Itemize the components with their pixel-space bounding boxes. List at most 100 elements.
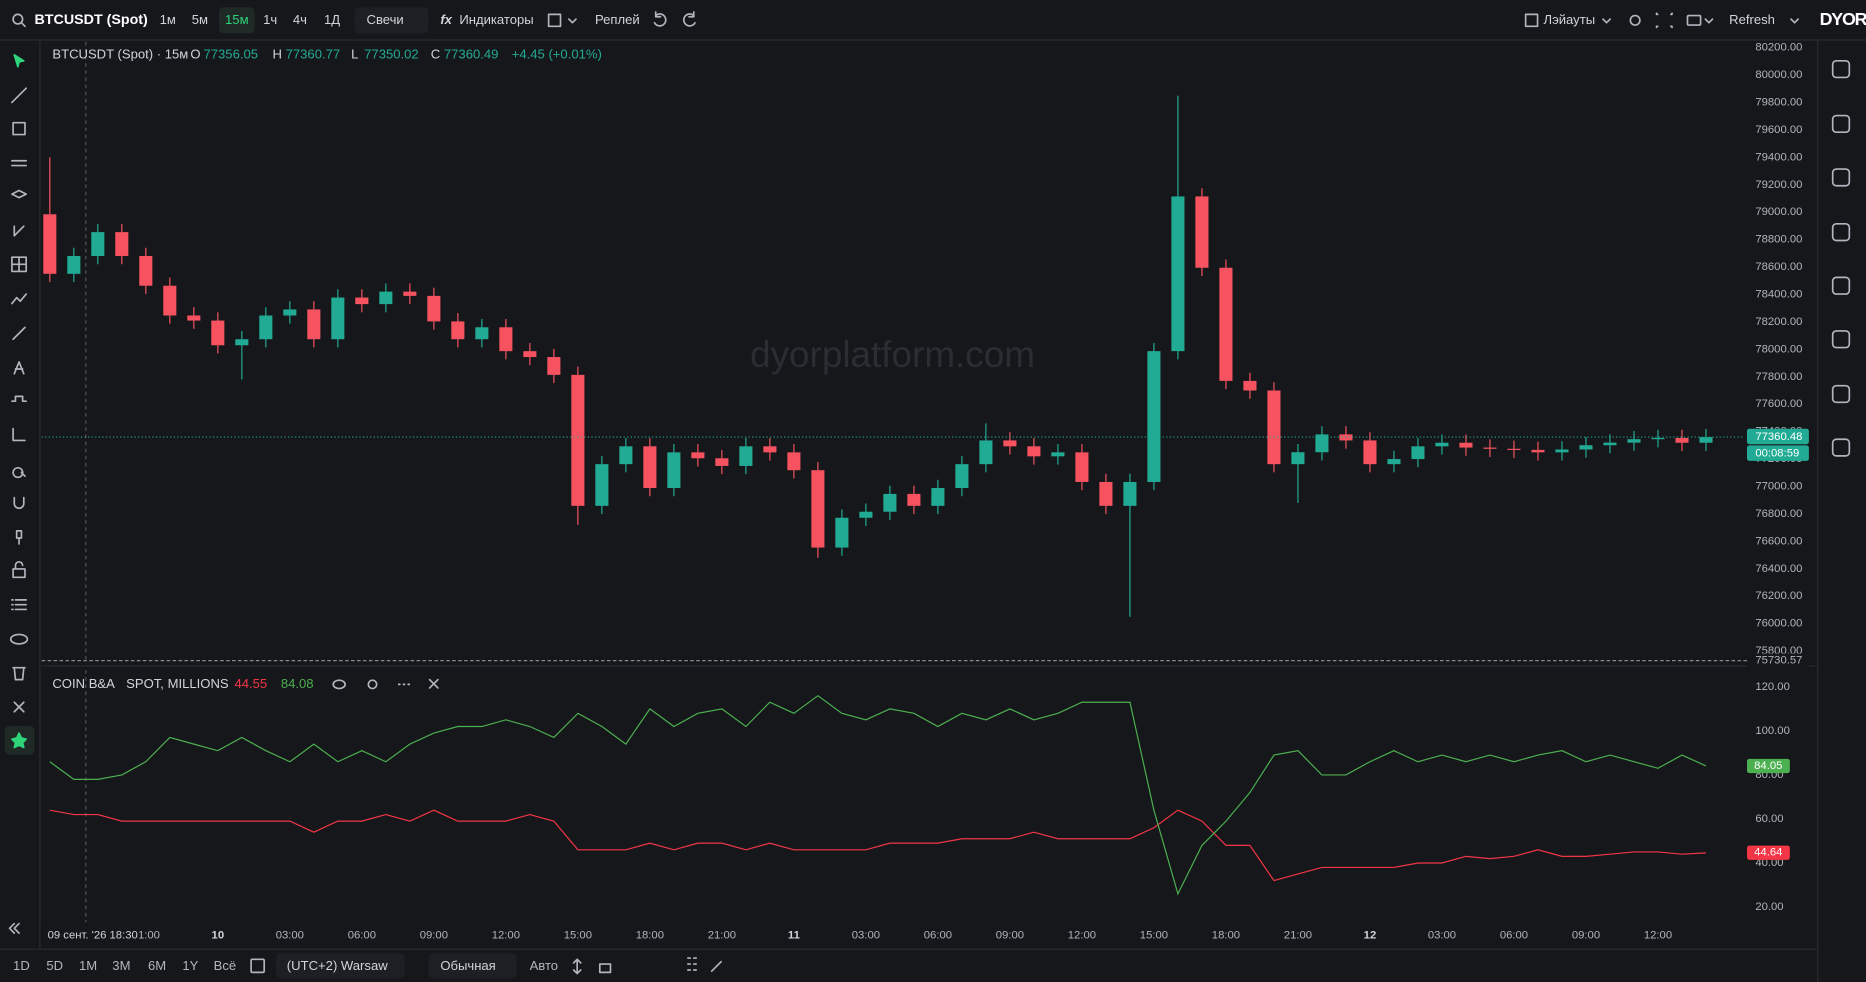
candle-body: [883, 493, 897, 512]
sidebar-icon[interactable]: [1831, 168, 1851, 187]
candle-body: [1459, 442, 1473, 448]
tool-icon[interactable]: [13, 225, 25, 237]
tool-icon[interactable]: [12, 326, 26, 341]
x-tick-label: 15:00: [1140, 929, 1168, 941]
x-tick-label: 21:00: [708, 929, 736, 941]
x-tick-label: 03:00: [276, 929, 304, 941]
candle-body: [1435, 442, 1449, 447]
candle-body: [1171, 196, 1185, 352]
range-button[interactable]: 1M: [79, 958, 97, 973]
tool-icon[interactable]: [11, 293, 28, 305]
timeframe[interactable]: 15м: [225, 12, 249, 27]
timeframe[interactable]: 1Д: [324, 12, 340, 27]
tool-icon[interactable]: [15, 530, 23, 545]
drag-icon[interactable]: [687, 957, 698, 971]
candle-body: [67, 255, 81, 274]
candle-body: [1123, 481, 1137, 506]
layouts-button[interactable]: Лэйауты: [1543, 12, 1595, 27]
dropdown-icon: [1704, 18, 1714, 24]
tool-icon[interactable]: [11, 256, 28, 273]
sidebar-icon[interactable]: [1831, 330, 1851, 349]
logo[interactable]: DYOR: [1820, 9, 1866, 29]
range-button[interactable]: Всё: [214, 958, 237, 973]
timezone-box[interactable]: [276, 953, 405, 979]
candle-body: [1675, 437, 1689, 443]
x-tick-label: 12:00: [492, 929, 520, 941]
ohlc-key: L: [351, 46, 358, 61]
layout-icon[interactable]: [547, 13, 562, 28]
calendar-icon[interactable]: [250, 958, 266, 974]
candle-body: [139, 255, 153, 286]
sidebar-icon[interactable]: [1831, 223, 1851, 242]
candle-body: [1507, 448, 1521, 450]
tool-icon[interactable]: [13, 496, 25, 510]
timeframe-active: [218, 7, 255, 34]
candle-body: [931, 488, 945, 506]
sidebar-icon[interactable]: [1831, 59, 1851, 79]
timeframe[interactable]: 4ч: [293, 12, 307, 27]
tool-icon[interactable]: [12, 666, 26, 681]
tool-icon[interactable]: [12, 427, 26, 442]
settings-icon[interactable]: [1629, 14, 1641, 26]
layouts-icon: [1524, 13, 1539, 28]
tool-icon[interactable]: [9, 633, 29, 645]
range-button[interactable]: 1Y: [182, 958, 198, 973]
sidebar-icon[interactable]: [1831, 114, 1851, 134]
y-tick-label: 76200.00: [1755, 590, 1802, 602]
range-button[interactable]: 1D: [13, 958, 30, 973]
scale-icon[interactable]: [572, 958, 582, 975]
candle-body: [571, 374, 585, 506]
range-button[interactable]: 3M: [112, 958, 130, 973]
sidebar-icon[interactable]: [1831, 438, 1851, 457]
timezone[interactable]: (UTC+2) Warsaw: [287, 958, 388, 973]
candle-body: [115, 232, 129, 256]
tool-icon[interactable]: [12, 560, 26, 579]
indicators-button[interactable]: Индикаторы: [459, 12, 533, 27]
candle-body: [1099, 481, 1113, 506]
tool-icon[interactable]: [11, 159, 28, 167]
tool-icon[interactable]: [13, 701, 25, 713]
search-icon[interactable]: [12, 13, 24, 25]
style-button[interactable]: [354, 7, 429, 34]
sidebar-icon[interactable]: [1831, 384, 1851, 404]
tool-icon[interactable]: [11, 87, 28, 104]
redo-icon[interactable]: [682, 11, 696, 27]
range-button[interactable]: 5D: [46, 958, 63, 973]
x-tick-label: 03:00: [852, 929, 880, 941]
scale-mode[interactable]: Обычная: [440, 958, 495, 973]
ohlc-value: 77350.02: [364, 46, 419, 61]
chart-style[interactable]: Свечи: [367, 12, 404, 27]
tool-icon[interactable]: [13, 54, 25, 68]
symbol[interactable]: BTCUSDT (Spot): [35, 12, 149, 28]
timeframe[interactable]: 1м: [160, 12, 176, 27]
settings-icon[interactable]: [367, 679, 378, 690]
replay-button[interactable]: Реплей: [595, 12, 640, 27]
auto-scale[interactable]: Авто: [530, 958, 559, 973]
timeframe[interactable]: 1ч: [263, 12, 277, 27]
tool-icon[interactable]: [11, 732, 28, 749]
indicator-subtitle: SPOT, MILLIONS: [126, 676, 229, 691]
tool-icon[interactable]: [11, 395, 28, 402]
tool-icon[interactable]: [11, 189, 28, 199]
tool-icon[interactable]: [12, 466, 26, 479]
collapse-icon[interactable]: [8, 922, 20, 934]
close-icon[interactable]: [428, 678, 439, 689]
tool-icon[interactable]: [12, 121, 26, 136]
eye-icon[interactable]: [332, 679, 346, 690]
lock-icon[interactable]: [598, 963, 612, 974]
tool-icon[interactable]: [11, 599, 28, 611]
last-price-label: 77360.48: [1755, 431, 1802, 443]
y-tick-label: 77600.00: [1755, 398, 1802, 410]
ohlc-key: O: [190, 46, 200, 61]
fullscreen-icon[interactable]: [1655, 12, 1673, 29]
candle-body: [595, 464, 609, 506]
ruler-icon[interactable]: [710, 960, 723, 973]
undo-icon[interactable]: [653, 11, 667, 27]
camera-icon[interactable]: [1686, 14, 1702, 26]
tool-icon[interactable]: [13, 361, 25, 375]
sidebar-icon[interactable]: [1831, 276, 1851, 295]
range-button[interactable]: 6M: [148, 958, 166, 973]
scale-box[interactable]: [428, 953, 517, 979]
refresh-button[interactable]: Refresh: [1729, 12, 1775, 27]
timeframe[interactable]: 5м: [192, 12, 208, 27]
